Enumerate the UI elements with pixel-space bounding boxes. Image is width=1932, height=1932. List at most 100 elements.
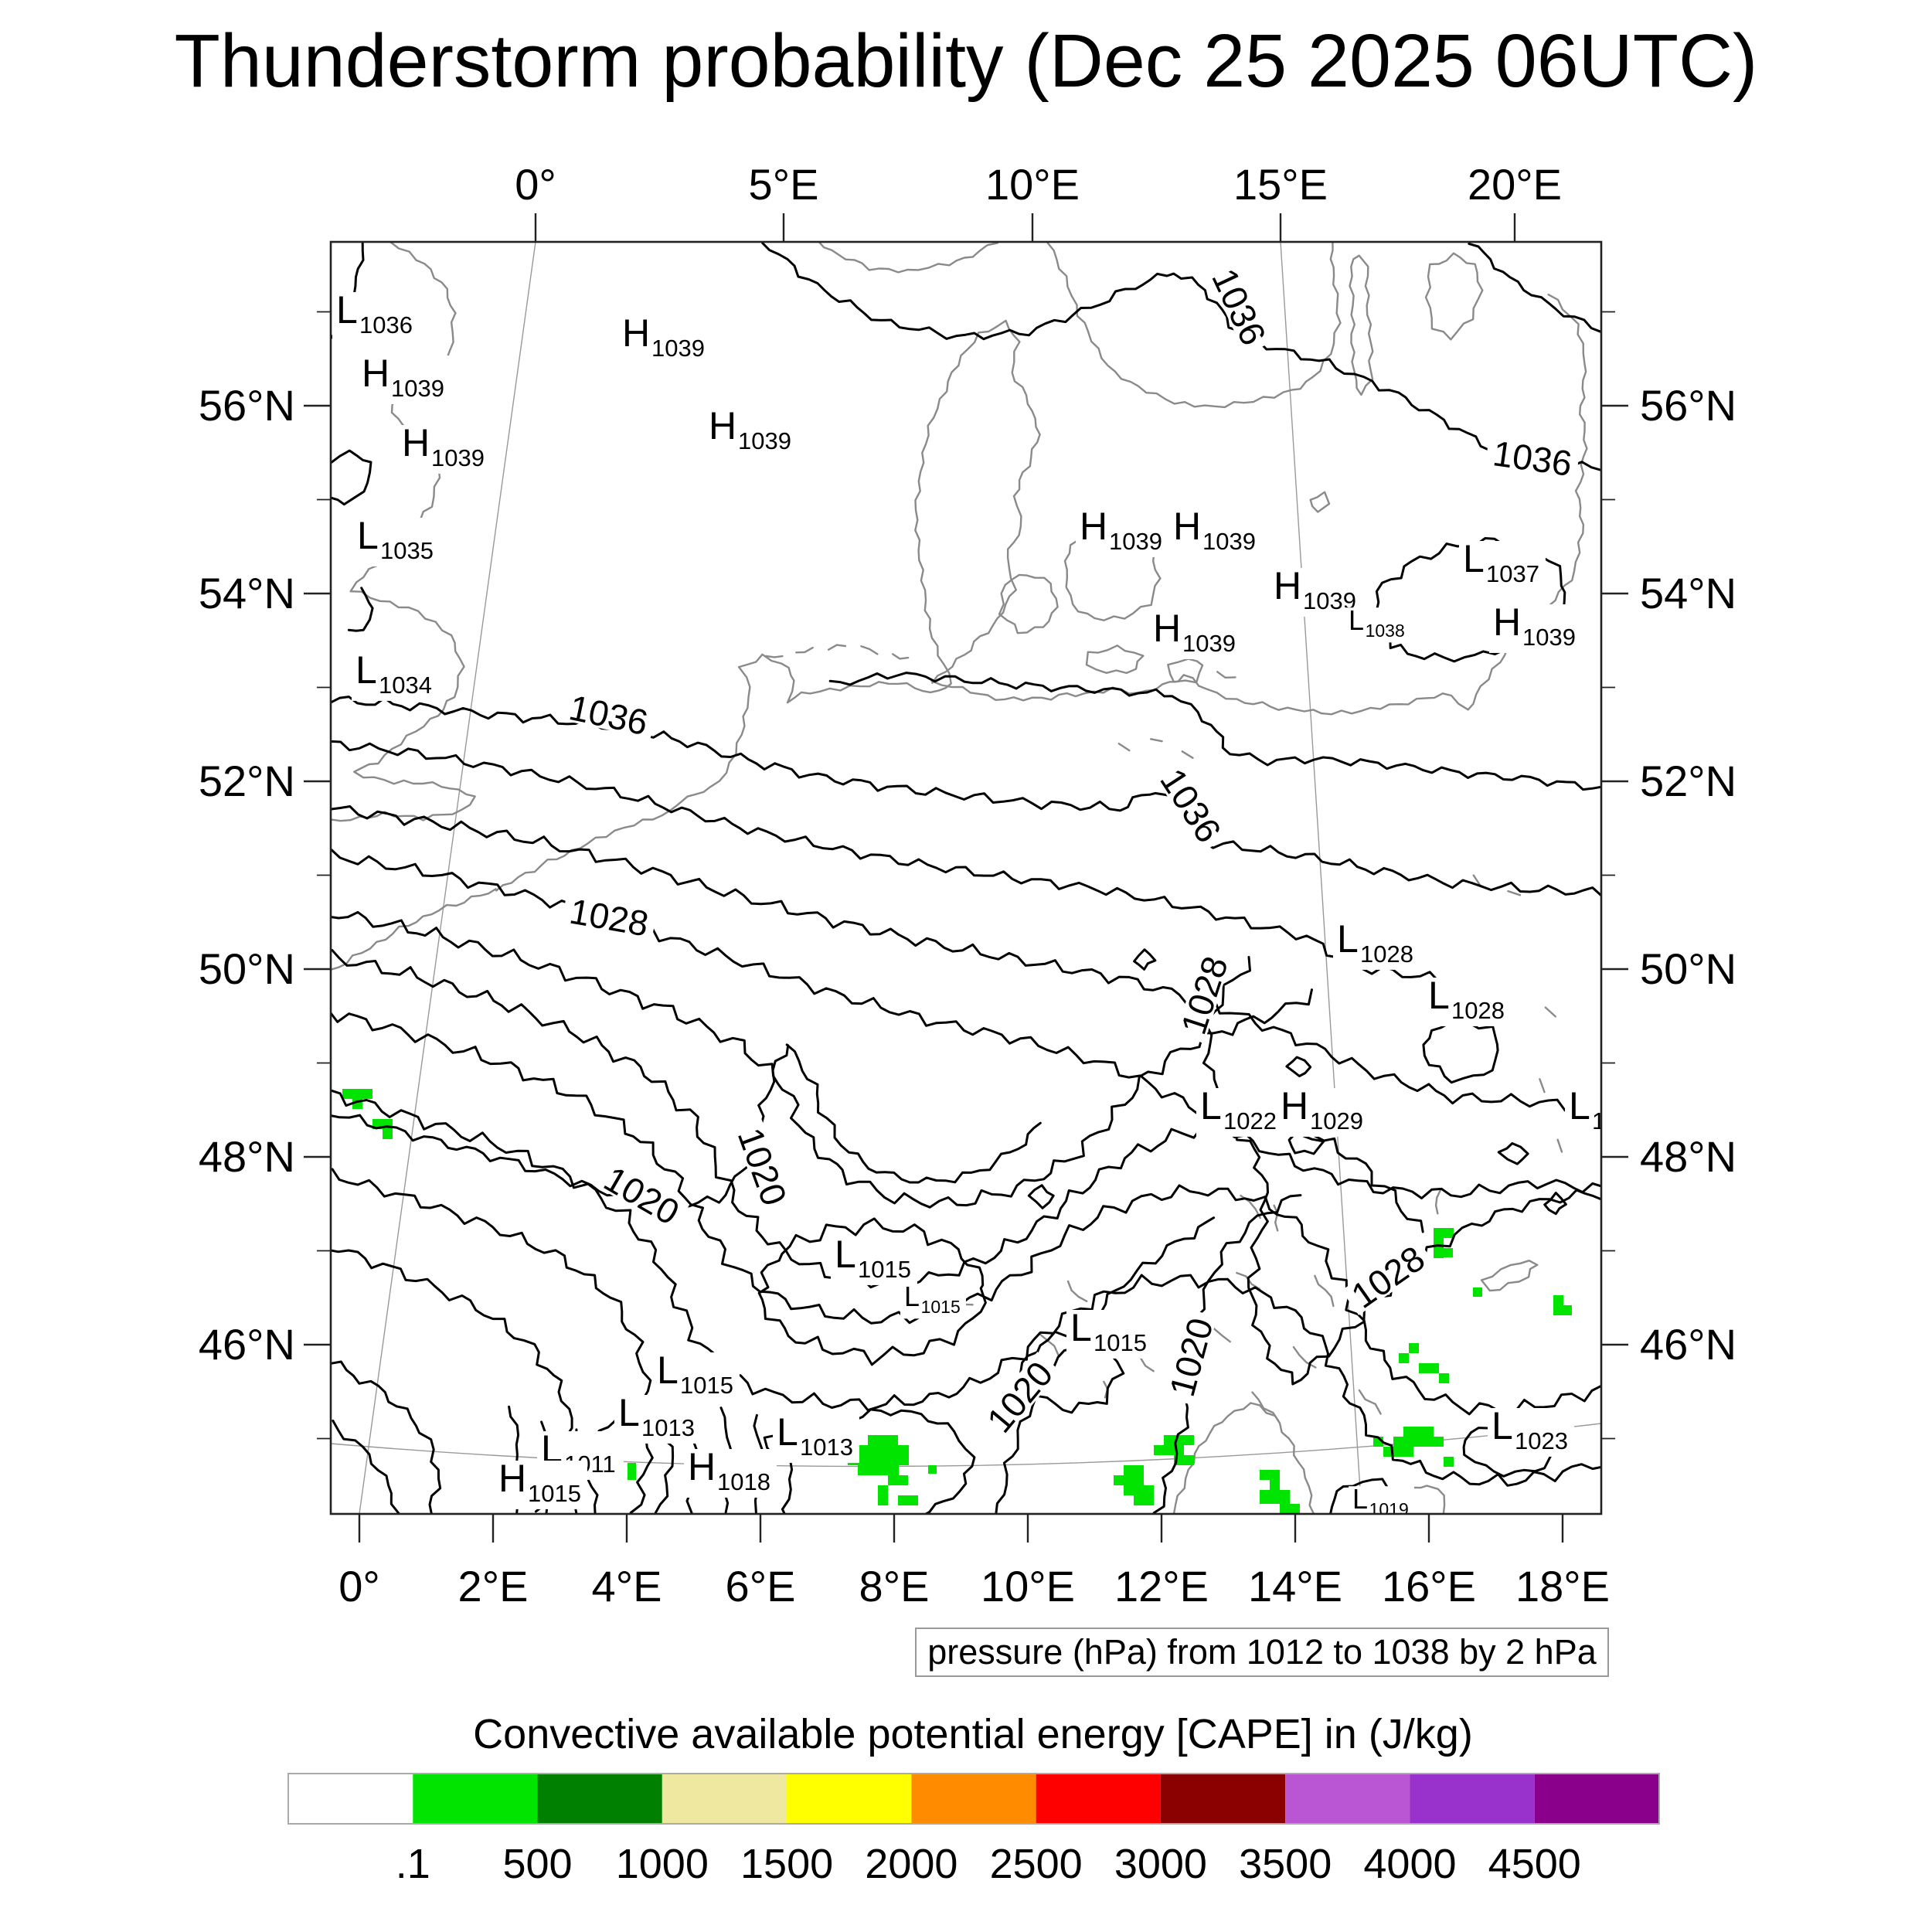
contour-label: 1020 xyxy=(594,1158,689,1233)
axis-label-top: 0° xyxy=(515,160,556,209)
chart-title: Thunderstorm probability (Dec 25 2025 06… xyxy=(175,19,1758,103)
isobar-path xyxy=(331,910,1313,1209)
isobar-path xyxy=(331,1089,1601,1487)
contour-label: 1020 xyxy=(978,1352,1060,1442)
pressure-center-letter: L xyxy=(1428,974,1450,1017)
cape-patch xyxy=(1434,1228,1454,1238)
cape-patch xyxy=(1164,1435,1194,1445)
pressure-center: L 1035 xyxy=(353,514,440,566)
pressure-center-halo xyxy=(831,1236,917,1285)
contour-inline-labels: 1036 1036 1036 1036 1028 1028 1020 1020 1028 1020… xyxy=(560,258,1580,1442)
cape-colorbar-segment xyxy=(1534,1774,1659,1824)
map-frame xyxy=(329,240,1603,1515)
pressure-center-value: 1039 xyxy=(431,444,485,471)
axis-label-bottom: 18°E xyxy=(1515,1562,1610,1611)
coastline-path xyxy=(1349,254,1374,396)
cape-colorbar-tick-label: .1 xyxy=(396,1841,430,1887)
pressure-note-box: pressure (hPa) from 1012 to 1038 by 2 hP… xyxy=(915,1628,1609,1677)
axis-label-left: 56°N xyxy=(199,381,295,430)
cape-patch xyxy=(1439,1373,1449,1383)
isobar-path xyxy=(828,672,1601,791)
contour-label-halo xyxy=(560,690,657,740)
pressure-center-halo xyxy=(1076,509,1168,557)
pressure-center-value: 1015 xyxy=(921,1297,961,1317)
coastline-path xyxy=(1251,1391,1280,1422)
isobar-path xyxy=(1543,1192,1567,1216)
cape-colorbar-segment xyxy=(413,1774,538,1824)
pressure-center-value: 1039 xyxy=(738,427,791,454)
pressure-center-letter: L xyxy=(1463,537,1485,580)
isobar-path xyxy=(332,1419,400,1514)
cape-colorbar-segment xyxy=(662,1774,787,1824)
pressure-center: L 1019 xyxy=(1349,1483,1414,1514)
pressure-center-letter: H xyxy=(362,352,389,395)
cape-patch xyxy=(1270,1480,1280,1490)
isobar-path xyxy=(1497,1142,1529,1165)
axis-label-bottom: 6°E xyxy=(726,1562,796,1611)
cape-colorbar-tick-label: 3500 xyxy=(1239,1841,1332,1887)
cape-colorbar-segment xyxy=(787,1774,912,1824)
cape-colorbar-segment xyxy=(1036,1774,1161,1824)
pressure-center: L 1015 xyxy=(831,1233,917,1285)
contour-label-text: 1036 xyxy=(1204,263,1274,352)
axis-label-right: 54°N xyxy=(1640,569,1736,617)
coastline-path xyxy=(860,645,879,655)
pressure-note-text: pressure (hPa) from 1012 to 1038 by 2 hP… xyxy=(927,1632,1597,1672)
pressure-center-halo xyxy=(352,652,438,701)
isobar-path xyxy=(331,849,1601,1199)
coastline-path xyxy=(1424,252,1484,341)
pressure-center-letter: H xyxy=(1274,564,1301,607)
coastline-path xyxy=(892,653,910,660)
coastline-path xyxy=(1480,1260,1539,1292)
pressure-center-letter: L xyxy=(657,1349,679,1392)
coastline-path xyxy=(930,294,1588,716)
axis-label-top: 20°E xyxy=(1468,160,1562,209)
axis-label-right: 46°N xyxy=(1640,1320,1736,1369)
pressure-center-value: 1038 xyxy=(1366,621,1405,641)
cape-patch xyxy=(1114,1475,1144,1485)
pressure-center: L 1038 xyxy=(1345,604,1410,643)
cape-patch xyxy=(1393,1437,1434,1447)
cape-patch xyxy=(1419,1363,1439,1373)
pressure-center-value: 1015 xyxy=(680,1372,733,1399)
contour-label: 1028 xyxy=(1341,1238,1434,1316)
pressure-center-halo xyxy=(1333,921,1420,970)
pressure-center: H 1018 xyxy=(684,1445,777,1498)
cape-legend-title: Convective available potential energy [C… xyxy=(473,1711,1473,1757)
cape-patch xyxy=(928,1465,937,1474)
axis-label-left: 54°N xyxy=(199,569,295,617)
pressure-center: H 1029 xyxy=(1277,1084,1369,1137)
pressure-center-letter: L xyxy=(1349,604,1364,636)
pressure-center: H 1039 xyxy=(1270,564,1362,617)
cape-patch xyxy=(383,1129,393,1139)
cape-patch xyxy=(1409,1343,1419,1353)
pressure-center: H 1039 xyxy=(398,421,491,474)
pressure-center-letter: H xyxy=(1080,505,1107,548)
contour-label-text: 1036 xyxy=(566,687,651,743)
pressure-center: L 1023 xyxy=(1488,1404,1574,1457)
pressure-center-value: 1018 xyxy=(717,1468,770,1495)
pressure-center: L 10 xyxy=(1565,1084,1618,1137)
pressure-center: H 1039 xyxy=(1076,505,1168,557)
cape-patch xyxy=(1563,1305,1572,1315)
coastline-path xyxy=(765,655,784,658)
cape-colorbar-tick-label: 500 xyxy=(502,1841,572,1887)
pressure-center-value: 10 xyxy=(1592,1107,1618,1134)
pressure-center-halo xyxy=(1459,541,1546,590)
axis-label-top: 15°E xyxy=(1233,160,1328,209)
pressure-center-letter: L xyxy=(1070,1306,1092,1349)
pressure-center-value: 1039 xyxy=(651,335,705,362)
pressure-center-halo xyxy=(900,1284,966,1319)
cape-colorbar-tick-label: 2500 xyxy=(990,1841,1083,1887)
coastline-path xyxy=(1434,1189,1441,1215)
pressure-center-value: 1023 xyxy=(1515,1427,1568,1454)
cape-patch xyxy=(858,1465,899,1475)
cape-patch xyxy=(1280,1504,1300,1513)
pressure-center-value: 1013 xyxy=(641,1414,695,1441)
pressure-center-value: 1028 xyxy=(1451,997,1505,1024)
pressure-center-letter: L xyxy=(777,1410,798,1454)
pressure-center-letter: L xyxy=(1337,917,1359,961)
coastline-path xyxy=(1172,1402,1315,1514)
pressure-center-letter: L xyxy=(1492,1404,1513,1447)
